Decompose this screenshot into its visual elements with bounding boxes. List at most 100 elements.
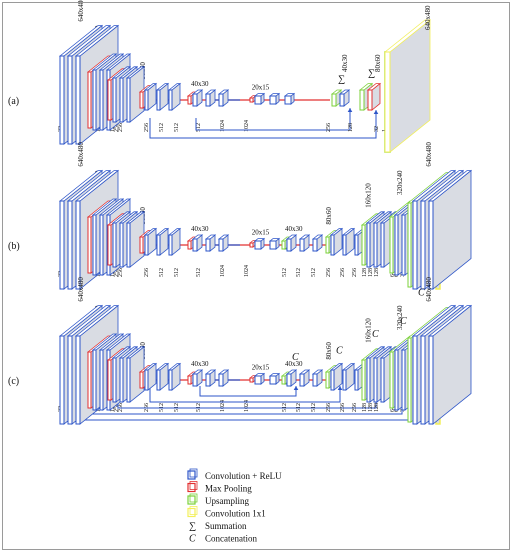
resolution-label: 40x30 (191, 360, 209, 368)
channel-label: 512 (296, 268, 302, 277)
conv-block (283, 92, 296, 105)
channel-label: 256 (118, 123, 124, 132)
channel-label: 128 (362, 403, 368, 412)
panel-label: (c) (8, 376, 19, 387)
concatenation-symbol: C (372, 329, 379, 340)
channel-label: 256 (144, 123, 150, 132)
channel-label: 128 (368, 403, 374, 412)
summation-symbol: ∑ (338, 74, 345, 85)
conv-block (329, 362, 344, 391)
conv-block (204, 234, 217, 252)
legend-swatch (187, 495, 196, 505)
channel-label: 1024 (244, 265, 250, 277)
conv-block (311, 369, 324, 387)
channel-label: 256 (352, 403, 358, 412)
concatenation-symbol: C (400, 316, 407, 327)
resolution-label: 160x120 (364, 183, 372, 208)
resolution-label: 20x15 (252, 229, 270, 237)
channel-label: 128 (368, 268, 374, 277)
resolution-label: 640x480 (425, 142, 433, 167)
conv-block (191, 234, 204, 252)
conv-block (285, 234, 298, 252)
legend-swatch (187, 507, 196, 518)
channel-label: 256 (118, 268, 124, 277)
resolution-label: 40x30 (285, 225, 303, 233)
channel-label: 1024 (220, 400, 226, 412)
channel-label: 256 (326, 403, 332, 412)
resolution-label: 20x15 (252, 84, 270, 92)
conv-block (155, 82, 170, 111)
resolution-label: 40x30 (285, 360, 303, 368)
conv-block (155, 227, 170, 256)
channel-label: 64 (390, 406, 396, 412)
conv-block (204, 89, 217, 107)
resolution-label: 80x60 (374, 54, 382, 72)
legend-symbol: C (189, 534, 196, 545)
conv-block (268, 92, 281, 105)
conv-block (143, 362, 158, 391)
resolution-label: 640x480 (425, 277, 433, 302)
resolution-label: 80x60 (325, 342, 333, 360)
conv-block (338, 89, 351, 107)
legend-label: Concatenation (205, 534, 257, 544)
channel-label: 1024 (220, 120, 226, 132)
conv-block (329, 227, 344, 256)
conv-block (204, 369, 217, 387)
max-pool-block (366, 82, 382, 111)
conv-block (427, 304, 473, 425)
legend: Convolution + ReLU Max Pooling Upsampling C… (187, 468, 282, 545)
legend-label: Convolution + ReLU (205, 471, 282, 481)
channel-label: 256 (144, 268, 150, 277)
resolution-label: 40x30 (191, 225, 209, 233)
resolution-label: 640x480 (77, 142, 85, 167)
conv-block (155, 362, 170, 391)
conv-block (268, 237, 281, 250)
resolution-label: 40x30 (341, 54, 349, 72)
resolution-label: 80x60 (325, 207, 333, 225)
legend-symbol: ∑ (189, 521, 196, 532)
channel-label: 128 (348, 123, 354, 132)
legend-swatch (187, 470, 196, 480)
summation-symbol: ∑ (368, 68, 375, 79)
channel-label: 512 (282, 268, 288, 277)
resolution-label: 40x30 (191, 80, 209, 88)
conv-block (298, 369, 311, 387)
conv-block (341, 227, 356, 256)
resolution-label: 160x120 (364, 318, 372, 343)
channel-label: 256 (114, 403, 120, 412)
conv-block (253, 92, 266, 105)
conv-block (167, 227, 182, 256)
conv-block (341, 362, 356, 391)
panel-label: (b) (8, 241, 20, 252)
conv-block (167, 362, 182, 391)
channel-label: 128 (362, 268, 368, 277)
concatenation-symbol: C (336, 346, 343, 357)
resolution-label: 640x480 (77, 0, 85, 22)
channel-label: 256 (114, 268, 120, 277)
channel-label: 256 (340, 403, 346, 412)
conv-block (253, 237, 266, 250)
legend-label: Convolution 1x1 (205, 509, 266, 519)
channel-label: 512 (159, 123, 165, 132)
channel-label: 1024 (244, 400, 250, 412)
conv-block (217, 369, 230, 387)
channel-label: 256 (352, 268, 358, 277)
channel-label: 1024 (220, 265, 226, 277)
channel-label: 128 (374, 268, 380, 277)
channel-label: 64 (390, 271, 396, 277)
channel-label: 32 (374, 126, 380, 132)
channel-label: 1024 (244, 120, 250, 132)
conv-block (143, 227, 158, 256)
channel-label: 256 (114, 123, 120, 132)
legend-label: Max Pooling (205, 484, 252, 494)
conv-block (217, 89, 230, 107)
concatenation-symbol: C (418, 288, 425, 299)
conv1x1-output (383, 19, 432, 153)
resolution-label: 20x15 (252, 364, 270, 372)
conv-block (427, 169, 473, 290)
conv-block (143, 82, 158, 111)
conv-block (298, 234, 311, 252)
conv-block (167, 82, 182, 111)
